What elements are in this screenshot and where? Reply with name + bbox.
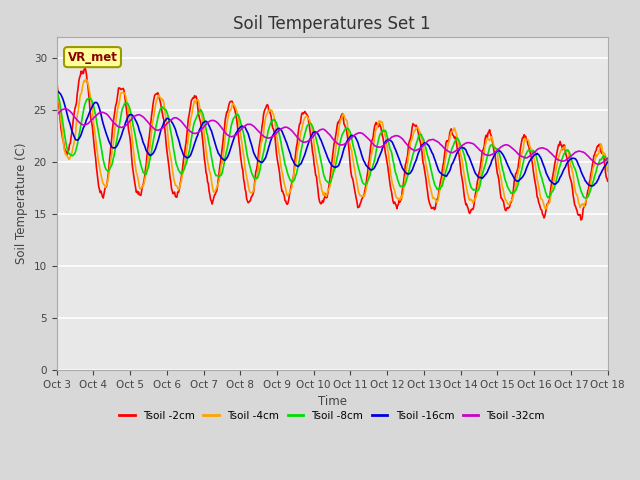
Tsoil -4cm	[416, 129, 424, 135]
Tsoil -16cm	[205, 123, 213, 129]
Tsoil -2cm	[63, 149, 70, 155]
Tsoil -2cm	[400, 178, 408, 183]
Tsoil -8cm	[175, 168, 183, 174]
Tsoil -32cm	[62, 106, 70, 112]
Tsoil -4cm	[63, 152, 70, 157]
Tsoil -16cm	[588, 183, 595, 189]
Tsoil -16cm	[63, 112, 71, 118]
Tsoil -8cm	[63, 143, 70, 149]
Tsoil -4cm	[52, 78, 60, 84]
Tsoil -2cm	[577, 217, 585, 223]
Tsoil -16cm	[176, 142, 184, 148]
Tsoil -8cm	[582, 195, 590, 201]
Tsoil -16cm	[120, 125, 128, 131]
Tsoil -8cm	[120, 104, 127, 110]
Line: Tsoil -4cm: Tsoil -4cm	[56, 79, 608, 209]
Y-axis label: Soil Temperature (C): Soil Temperature (C)	[15, 143, 28, 264]
Line: Tsoil -16cm: Tsoil -16cm	[56, 91, 608, 186]
Tsoil -8cm	[399, 184, 407, 190]
Tsoil -32cm	[52, 112, 60, 118]
Tsoil -4cm	[205, 167, 213, 172]
Legend: Tsoil -2cm, Tsoil -4cm, Tsoil -8cm, Tsoil -16cm, Tsoil -32cm: Tsoil -2cm, Tsoil -4cm, Tsoil -8cm, Tsoi…	[115, 407, 549, 425]
Tsoil -4cm	[82, 76, 90, 82]
Tsoil -8cm	[604, 159, 612, 165]
Tsoil -16cm	[52, 89, 60, 95]
Line: Tsoil -32cm: Tsoil -32cm	[56, 109, 608, 164]
Text: VR_met: VR_met	[68, 50, 117, 64]
Tsoil -8cm	[415, 132, 423, 138]
Tsoil -4cm	[604, 168, 612, 174]
Tsoil -16cm	[416, 147, 424, 153]
Tsoil -4cm	[176, 183, 184, 189]
Tsoil -32cm	[595, 161, 602, 167]
Tsoil -2cm	[205, 188, 213, 194]
Tsoil -2cm	[416, 137, 424, 143]
Line: Tsoil -2cm: Tsoil -2cm	[56, 68, 608, 220]
Line: Tsoil -8cm: Tsoil -8cm	[56, 88, 608, 198]
Title: Soil Temperatures Set 1: Soil Temperatures Set 1	[234, 15, 431, 33]
Tsoil -32cm	[205, 119, 213, 124]
X-axis label: Time: Time	[317, 396, 347, 408]
Tsoil -32cm	[400, 138, 408, 144]
Tsoil -2cm	[604, 178, 612, 184]
Tsoil -8cm	[52, 85, 60, 91]
Tsoil -8cm	[204, 137, 212, 143]
Tsoil -2cm	[81, 65, 89, 71]
Tsoil -4cm	[400, 184, 408, 190]
Tsoil -4cm	[541, 206, 549, 212]
Tsoil -16cm	[400, 167, 408, 173]
Tsoil -2cm	[176, 182, 184, 188]
Tsoil -4cm	[120, 90, 128, 96]
Tsoil -2cm	[52, 74, 60, 80]
Tsoil -32cm	[120, 124, 128, 130]
Tsoil -2cm	[120, 87, 128, 93]
Tsoil -16cm	[54, 88, 62, 94]
Tsoil -32cm	[176, 117, 184, 123]
Tsoil -32cm	[604, 156, 612, 161]
Tsoil -32cm	[63, 107, 71, 112]
Tsoil -32cm	[416, 145, 424, 151]
Tsoil -16cm	[604, 159, 612, 165]
